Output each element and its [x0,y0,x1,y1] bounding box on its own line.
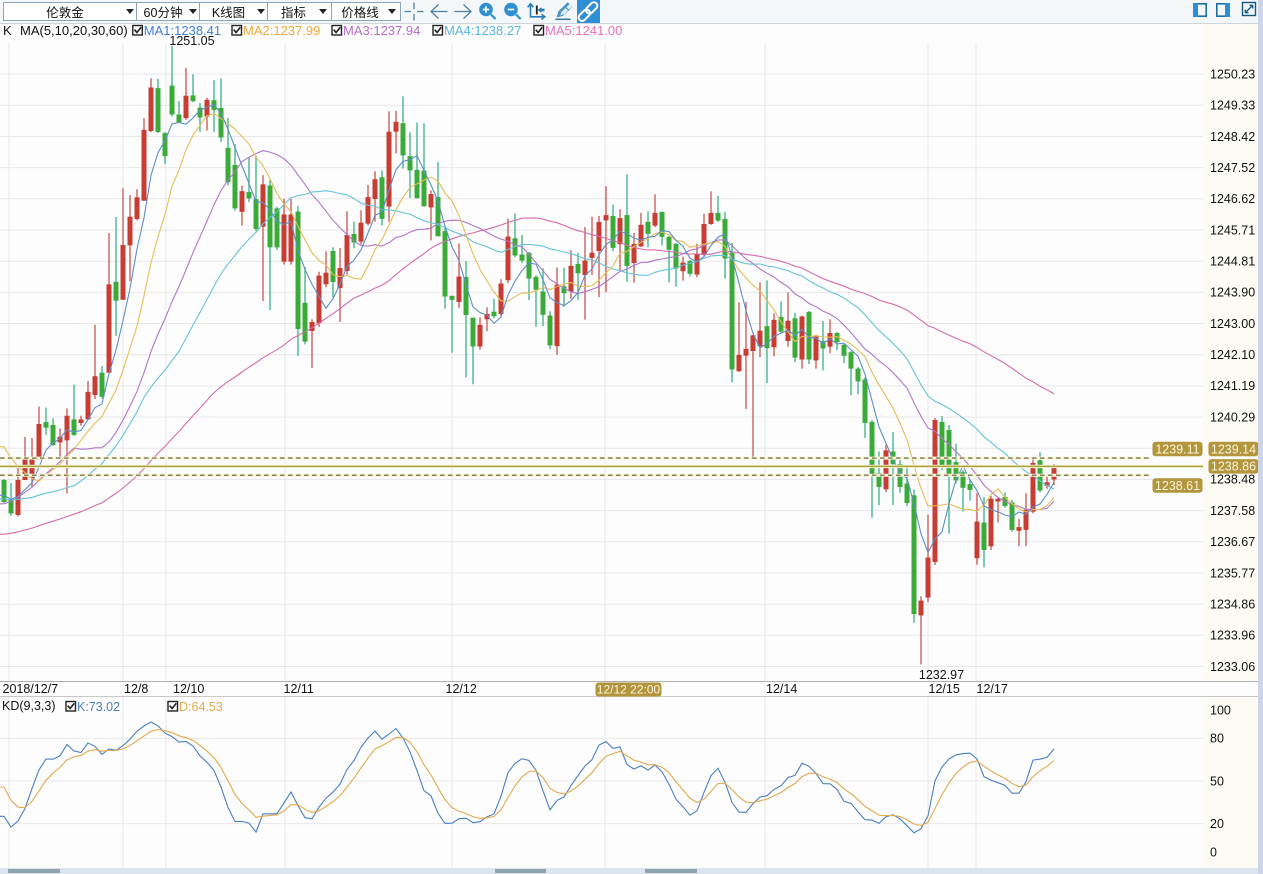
svg-text:1250.23: 1250.23 [1210,67,1255,81]
svg-text:1235.77: 1235.77 [1210,566,1255,580]
svg-text:1248.42: 1248.42 [1210,130,1255,144]
svg-text:MA4:1238.27: MA4:1238.27 [444,23,521,38]
svg-text:K:73.02: K:73.02 [77,700,120,714]
svg-text:12/10: 12/10 [173,682,204,696]
svg-text:50: 50 [1210,774,1224,788]
svg-text:K: K [3,23,12,38]
svg-text:100: 100 [1210,703,1231,717]
svg-text:1240.29: 1240.29 [1210,410,1255,424]
svg-text:1243.00: 1243.00 [1210,317,1255,331]
svg-text:12/17: 12/17 [977,682,1008,696]
svg-text:1247.52: 1247.52 [1210,161,1255,175]
svg-text:0: 0 [1210,845,1217,859]
svg-text:20: 20 [1210,817,1224,831]
svg-text:2018/12/7: 2018/12/7 [3,682,59,696]
svg-text:1238.86: 1238.86 [1211,460,1256,474]
svg-text:12/14: 12/14 [766,682,797,696]
svg-text:1246.62: 1246.62 [1210,192,1255,206]
svg-text:1238.48: 1238.48 [1210,473,1255,487]
svg-text:MA(5,10,20,30,60): MA(5,10,20,30,60) [20,23,128,38]
svg-text:12/12: 12/12 [446,682,477,696]
svg-text:1233.96: 1233.96 [1210,629,1255,643]
svg-text:12/12 22:00: 12/12 22:00 [597,683,661,697]
svg-text:MA3:1237.94: MA3:1237.94 [343,23,420,38]
svg-text:1249.33: 1249.33 [1210,99,1255,113]
svg-text:1232.97: 1232.97 [919,668,964,682]
svg-text:1251.05: 1251.05 [169,34,214,48]
svg-text:1238.61: 1238.61 [1155,479,1200,493]
svg-text:1237.58: 1237.58 [1210,504,1255,518]
svg-text:1236.67: 1236.67 [1210,535,1255,549]
svg-text:1244.81: 1244.81 [1210,255,1255,269]
svg-text:1233.06: 1233.06 [1210,660,1255,674]
svg-text:D:64.53: D:64.53 [179,700,223,714]
svg-text:1243.90: 1243.90 [1210,286,1255,300]
svg-text:1241.19: 1241.19 [1210,379,1255,393]
svg-text:1242.10: 1242.10 [1210,348,1255,362]
svg-text:KD(9,3,3): KD(9,3,3) [2,699,56,713]
svg-text:MA2:1237.99: MA2:1237.99 [243,23,320,38]
svg-text:1239.11: 1239.11 [1155,442,1199,456]
svg-text:12/8: 12/8 [124,682,148,696]
svg-text:MA1:1238.41: MA1:1238.41 [144,23,221,38]
svg-text:12/11: 12/11 [284,682,314,696]
svg-text:1245.71: 1245.71 [1210,223,1255,237]
svg-text:1234.86: 1234.86 [1210,598,1255,612]
svg-text:12/15: 12/15 [929,682,960,696]
svg-text:80: 80 [1210,732,1224,746]
svg-text:MA5:1241.00: MA5:1241.00 [545,23,622,38]
svg-text:1239.14: 1239.14 [1211,442,1256,456]
